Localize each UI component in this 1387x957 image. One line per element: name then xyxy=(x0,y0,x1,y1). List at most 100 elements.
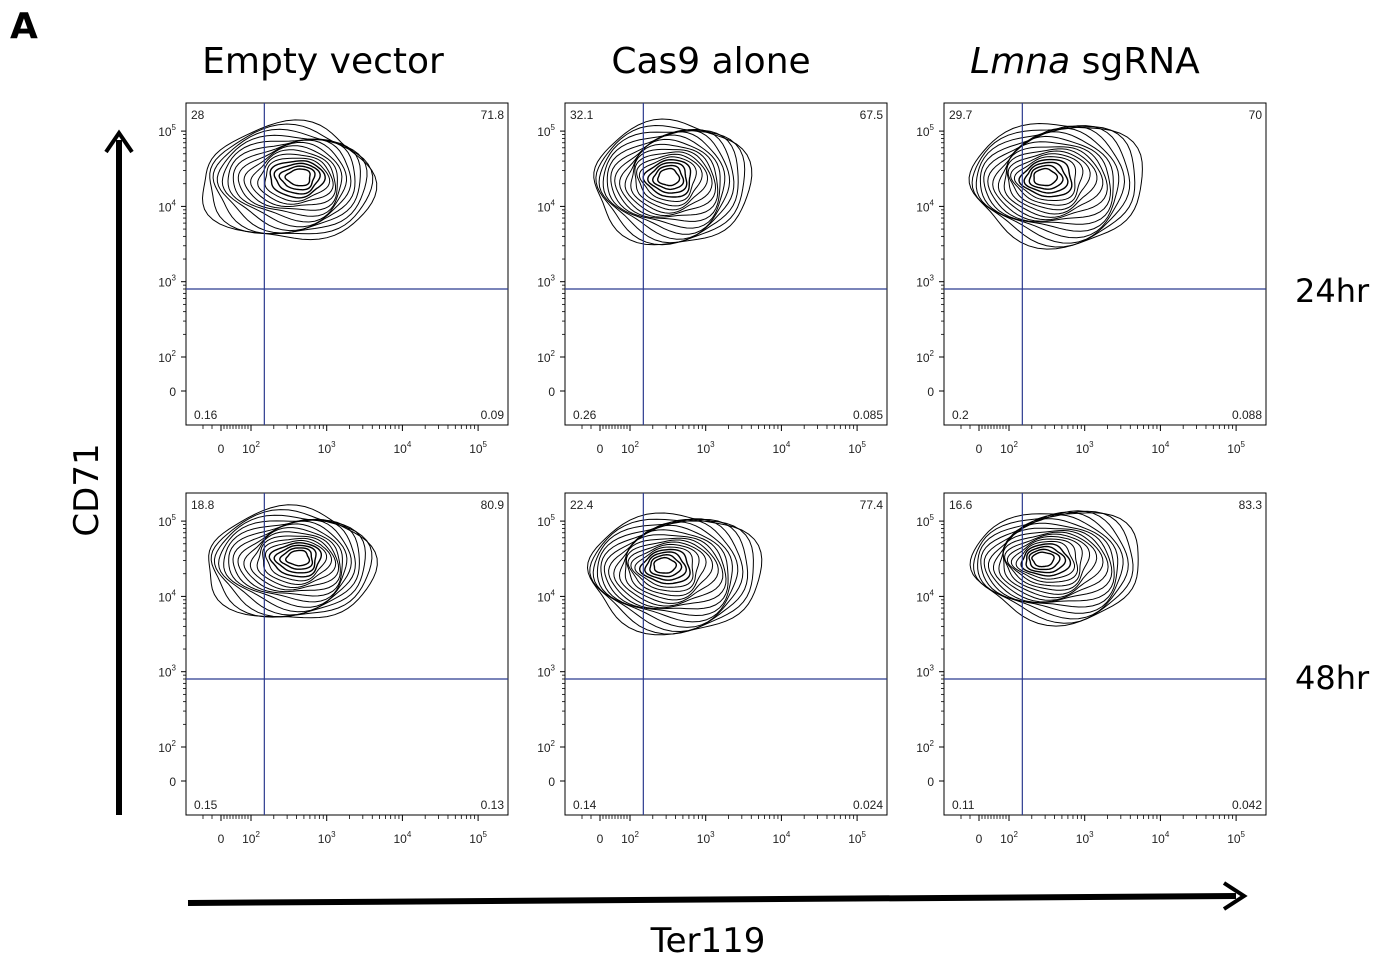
plot-frame xyxy=(564,492,888,816)
panel-letter: A xyxy=(10,6,38,47)
x-tick-label: 0 xyxy=(597,832,604,846)
plot-panel: 32.1 67.5 0.26 0.085 105 104 103 102 0 0 102 103 104… xyxy=(537,102,888,456)
contour-ring xyxy=(278,165,316,191)
contour-ring xyxy=(998,527,1109,601)
x-tick-label: 104 xyxy=(393,440,411,456)
y-axis-title: CD71 xyxy=(67,443,107,536)
contour-ring xyxy=(649,553,683,578)
x-tick-label: 103 xyxy=(1076,830,1094,846)
y-tick-label: 105 xyxy=(158,513,176,529)
contour-ring xyxy=(983,127,1120,232)
x-tick-label: 103 xyxy=(1076,440,1094,456)
contour-ring xyxy=(210,509,373,618)
row-title-48hr: 48hr xyxy=(1295,659,1370,697)
contour-ring xyxy=(638,156,697,203)
contour-ring xyxy=(232,520,348,603)
quadrant-lower-right: 0.085 xyxy=(853,408,883,422)
x-tick-label: 105 xyxy=(848,830,866,846)
contour-ring xyxy=(987,131,1114,225)
contour-ring xyxy=(634,151,709,211)
y-tick-label: 104 xyxy=(537,198,555,214)
quadrant-upper-left: 29.7 xyxy=(949,108,973,122)
contour-ring xyxy=(603,521,733,617)
contour-ring xyxy=(975,125,1131,244)
plot-frame xyxy=(943,492,1267,816)
contour-ring xyxy=(619,138,719,218)
y-tick-label: 102 xyxy=(158,739,176,755)
contour-ring xyxy=(1010,153,1084,206)
x-tick-label: 105 xyxy=(469,440,487,456)
contour-ring xyxy=(227,138,352,228)
x-tick-label: 104 xyxy=(772,440,790,456)
x-tick-label: 103 xyxy=(318,440,336,456)
contour-ring xyxy=(1004,533,1091,591)
contour-ring xyxy=(201,119,378,241)
contour-ring xyxy=(653,556,677,574)
y-tick-label: 102 xyxy=(916,349,934,365)
contour-ring xyxy=(624,143,717,217)
plot-panel: 29.7 70 0.2 0.088 105 104 103 102 0 0 102 103 104 105 xyxy=(916,102,1267,456)
contour-ring xyxy=(1007,150,1091,211)
contour-ring xyxy=(586,512,763,636)
contour-ring xyxy=(228,518,352,608)
y-tick-label: 102 xyxy=(158,349,176,365)
quadrant-lower-right: 0.024 xyxy=(853,798,883,812)
contour-ring xyxy=(602,128,735,240)
y-tick-label: 105 xyxy=(916,123,934,139)
y-tick-label: 105 xyxy=(916,513,934,529)
x-tick-label: 102 xyxy=(1000,440,1018,456)
contour-ring xyxy=(1006,535,1083,587)
contour-ring xyxy=(257,153,334,205)
contour-ring xyxy=(968,122,1143,250)
contour-ring xyxy=(651,164,685,191)
contour-ring xyxy=(1013,156,1077,201)
quadrant-upper-right: 77.4 xyxy=(860,498,884,512)
y-tick-label: 102 xyxy=(916,739,934,755)
y-tick-label: 105 xyxy=(537,513,555,529)
y-tick-label: 104 xyxy=(916,588,934,604)
quadrant-upper-right: 71.8 xyxy=(481,108,505,122)
contour-ring xyxy=(1018,158,1073,198)
x-axis-arrowhead xyxy=(1222,881,1248,911)
contour-ring xyxy=(600,518,739,623)
contour-ring xyxy=(221,138,356,232)
contour-ring xyxy=(979,125,1126,239)
y-tick-label: 104 xyxy=(537,588,555,604)
quadrant-lower-left: 0.16 xyxy=(194,408,218,422)
plot-grid: 28 71.8 0.16 0.09 105 104 103 102 0 0 102 103 104 105… xyxy=(158,102,1267,846)
x-tick-label: 104 xyxy=(772,830,790,846)
contour-ring xyxy=(634,546,694,588)
contour-ring xyxy=(237,523,343,597)
y-tick-label: 103 xyxy=(916,664,934,680)
quadrant-lower-left: 0.14 xyxy=(573,798,597,812)
quadrant-upper-right: 67.5 xyxy=(860,108,884,122)
y-tick-label: 103 xyxy=(158,274,176,290)
x-tick-label: 103 xyxy=(697,440,715,456)
y-tick-label: 104 xyxy=(158,198,176,214)
quadrant-lower-right: 0.088 xyxy=(1232,408,1262,422)
contour-ring xyxy=(969,512,1139,627)
quadrant-lower-right: 0.042 xyxy=(1232,798,1262,812)
contour-ring xyxy=(630,543,700,592)
quadrant-lower-left: 0.2 xyxy=(952,408,969,422)
x-tick-label: 105 xyxy=(848,440,866,456)
contour-ring xyxy=(1033,167,1059,187)
y-tick-label: 103 xyxy=(916,274,934,290)
contour-ring xyxy=(630,148,713,214)
plot-panel: 16.6 83.3 0.11 0.042 105 104 103 102 0 0 102 103 104… xyxy=(916,492,1267,846)
contour-ring xyxy=(1010,538,1078,583)
plot-panel: 28 71.8 0.16 0.09 105 104 103 102 0 0 102 103 104 105 xyxy=(158,102,509,456)
quadrant-upper-left: 16.6 xyxy=(949,498,973,512)
contour-ring xyxy=(1003,146,1104,218)
contour-ring xyxy=(971,126,1136,248)
row-title-24hr: 24hr xyxy=(1295,272,1370,310)
contour-ring xyxy=(614,134,721,222)
y-tick-label: 0 xyxy=(169,385,176,399)
contour-ring xyxy=(644,551,688,581)
y-tick-label: 103 xyxy=(537,664,555,680)
x-tick-label: 102 xyxy=(1000,830,1018,846)
contour-ring xyxy=(988,518,1115,604)
contour-ring xyxy=(1031,551,1055,568)
contour-ring xyxy=(618,534,724,607)
contour-ring xyxy=(256,535,337,589)
